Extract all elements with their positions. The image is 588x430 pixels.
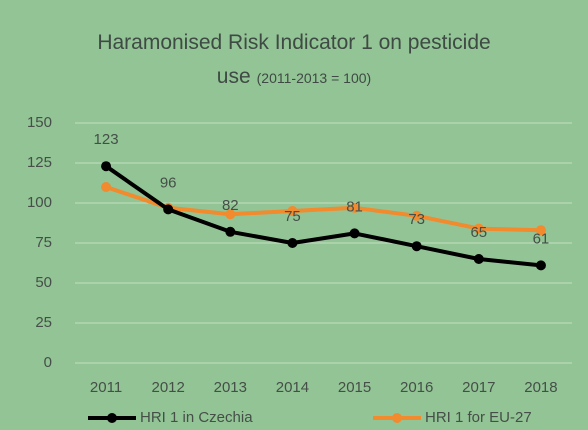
x-tick-label: 2013	[214, 379, 247, 396]
data-label: 73	[408, 211, 425, 228]
point	[225, 209, 236, 220]
point	[101, 182, 112, 192]
point	[349, 202, 360, 213]
y-tick-label: 100	[27, 194, 52, 211]
point	[473, 254, 484, 264]
legend-marker	[107, 413, 117, 423]
point	[349, 228, 360, 239]
point	[411, 241, 422, 252]
y-tick-label: 50	[35, 274, 52, 291]
point	[287, 238, 298, 248]
data-label: 82	[222, 197, 239, 214]
chart-title: Haramonised Risk Indicator 1 on pesticid…	[97, 31, 491, 88]
x-tick-label: 2018	[524, 379, 557, 396]
y-tick-label: 125	[27, 154, 52, 171]
x-tick-label: 2015	[338, 379, 371, 396]
point	[473, 223, 484, 234]
data-label: 96	[160, 174, 177, 191]
data-label: 123	[94, 131, 119, 148]
data-label: 81	[346, 198, 363, 215]
point	[101, 161, 112, 172]
legend-label: HRI 1 for EU-27	[425, 409, 532, 426]
point	[535, 225, 546, 236]
y-tick-label: 25	[35, 314, 52, 331]
y-tick-label: 75	[35, 234, 52, 251]
x-tick-label: 2014	[276, 379, 309, 396]
data-label: 65	[470, 224, 487, 241]
point	[535, 260, 546, 271]
series-line	[104, 164, 542, 268]
point	[225, 226, 236, 237]
y-tick-label: 0	[44, 354, 52, 371]
point	[163, 204, 174, 215]
legend-marker	[392, 413, 402, 423]
series-line	[105, 185, 541, 233]
data-label: 75	[284, 208, 301, 225]
x-tick-label: 2012	[152, 379, 185, 396]
legend-label: HRI 1 in Czechia	[140, 409, 253, 426]
point	[411, 210, 422, 221]
data-label: 61	[533, 230, 550, 247]
x-tick-label: 2017	[462, 379, 495, 396]
x-tick-label: 2016	[400, 379, 433, 396]
chart-title-block: Haramonised Risk Indicator 1 on pesticid…	[94, 26, 494, 95]
chart-subtitle: (2011-2013 = 100)	[256, 70, 372, 86]
y-tick-label: 150	[27, 114, 52, 131]
point	[287, 206, 298, 216]
x-tick-label: 2011	[90, 379, 122, 396]
